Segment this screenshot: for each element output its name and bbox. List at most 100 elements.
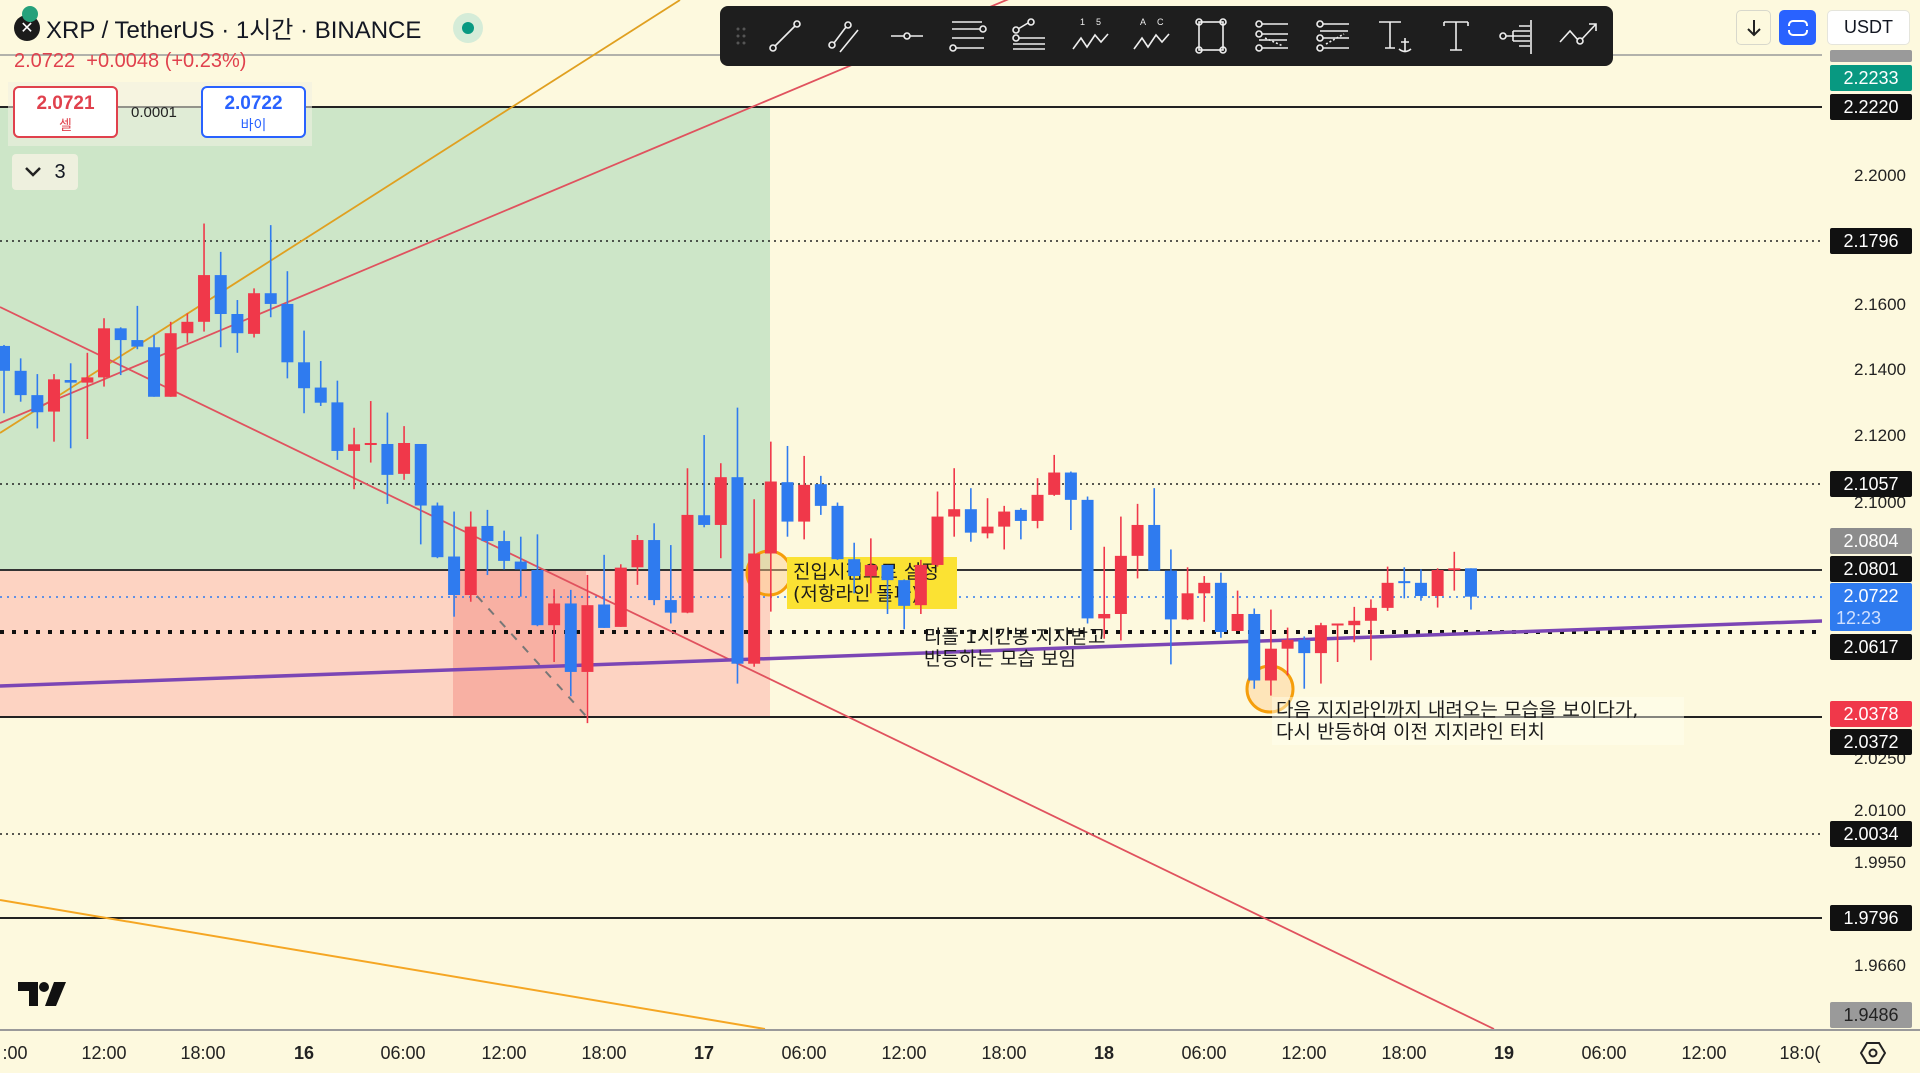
fullscreen-button[interactable] <box>1779 10 1816 45</box>
trendline-orange-down[interactable] <box>0 899 766 1029</box>
candle[interactable] <box>1298 636 1311 689</box>
candle[interactable] <box>1281 627 1294 676</box>
annotation-entry[interactable]: 진입시점으로 설정 (저항라인 돌파) <box>787 557 957 609</box>
candle[interactable] <box>314 360 327 406</box>
candle[interactable] <box>1148 488 1161 571</box>
candle[interactable] <box>1181 567 1194 621</box>
candle[interactable] <box>1414 569 1427 601</box>
drag-handle-icon[interactable] <box>728 11 754 61</box>
currency-selector[interactable]: USDT <box>1827 10 1910 45</box>
candle[interactable] <box>664 545 677 624</box>
candle[interactable] <box>631 535 644 585</box>
long-position-tool[interactable] <box>1486 11 1547 61</box>
anchored-text-tool[interactable] <box>1364 11 1425 61</box>
candle[interactable] <box>581 575 594 724</box>
sell-button[interactable]: 2.0721 셀 <box>13 86 118 138</box>
candle[interactable] <box>281 271 294 379</box>
candle[interactable] <box>331 380 344 460</box>
candle[interactable] <box>164 321 177 397</box>
candle[interactable] <box>1398 567 1411 599</box>
time-axis[interactable]: :00 12:00 18:00 16 06:00 12:00 18:00 17 … <box>0 1029 1920 1073</box>
annotation-support[interactable]: 리플 1시간봉 지지받고 반등하는 모습 보임 <box>924 626 1106 670</box>
loss-zone[interactable] <box>0 570 770 717</box>
annotation-retest[interactable]: 다음 지지라인까지 내려오는 모습을 보이다가, 다시 반등하여 이전 지지라인… <box>1272 697 1684 745</box>
text-tool[interactable] <box>1425 11 1486 61</box>
indicators-toggle-button[interactable]: 3 <box>12 154 78 190</box>
candle[interactable] <box>1064 471 1077 530</box>
candle[interactable] <box>14 358 27 402</box>
candle[interactable] <box>1031 478 1044 529</box>
buy-button[interactable]: 2.0722 바이 <box>201 86 306 138</box>
candle[interactable] <box>481 509 494 576</box>
candle[interactable] <box>514 536 527 597</box>
rectangle-tool[interactable] <box>1181 11 1242 61</box>
trendline-red-down[interactable] <box>0 306 1495 1029</box>
candle[interactable] <box>531 534 544 627</box>
candle[interactable] <box>1081 496 1094 624</box>
candle[interactable] <box>198 223 211 332</box>
candle[interactable] <box>931 491 944 567</box>
candle[interactable] <box>648 523 661 606</box>
candle[interactable] <box>1231 590 1244 631</box>
candle[interactable] <box>1264 609 1277 696</box>
candle[interactable] <box>1364 599 1377 661</box>
candle[interactable] <box>298 330 311 414</box>
candle[interactable] <box>1131 503 1144 579</box>
horizontal-ray-tool[interactable] <box>876 11 937 61</box>
candle[interactable] <box>548 589 561 663</box>
candle[interactable] <box>498 530 511 570</box>
candle[interactable] <box>1331 623 1344 663</box>
candle[interactable] <box>1198 576 1211 622</box>
trend-line-tool[interactable] <box>754 11 815 61</box>
candle[interactable] <box>731 407 744 684</box>
symbol-title[interactable]: XRP / TetherUS · 1시간 · BINANCE <box>46 17 422 44</box>
candle[interactable] <box>81 352 94 440</box>
candle[interactable] <box>1464 568 1477 610</box>
candle[interactable] <box>364 401 377 463</box>
fib-channel-tool[interactable] <box>1242 11 1303 61</box>
scroll-to-latest-button[interactable] <box>1736 10 1771 45</box>
trend-fib-extension-tool[interactable] <box>1303 11 1364 61</box>
candle[interactable] <box>398 426 411 480</box>
candle[interactable] <box>1214 572 1227 638</box>
candle[interactable] <box>1014 508 1027 540</box>
candle[interactable] <box>431 502 444 559</box>
price-axis[interactable]: 2.2000 2.1600 2.1400 2.1200 2.1000 2.025… <box>1822 0 1920 1029</box>
candle[interactable] <box>831 502 844 560</box>
candle[interactable] <box>231 300 244 353</box>
candle[interactable] <box>1164 549 1177 665</box>
candle[interactable] <box>998 505 1011 550</box>
candle[interactable] <box>214 251 227 348</box>
candle[interactable] <box>1098 546 1111 639</box>
candle[interactable] <box>898 579 911 630</box>
pitchfork-tool[interactable] <box>998 11 1059 61</box>
support-line-purple[interactable] <box>0 619 1822 688</box>
candle[interactable] <box>264 225 277 318</box>
candle[interactable] <box>798 455 811 540</box>
symbol-header[interactable]: ✕ XRP / TetherUS · 1시간 · BINANCE <box>14 5 484 45</box>
candle[interactable] <box>1248 608 1261 689</box>
candle[interactable] <box>1431 568 1444 608</box>
candle[interactable] <box>781 445 794 537</box>
candle[interactable] <box>0 344 10 414</box>
candle[interactable] <box>1348 606 1361 643</box>
candle[interactable] <box>98 318 111 387</box>
candle[interactable] <box>698 435 711 528</box>
candle[interactable] <box>948 468 961 537</box>
candle[interactable] <box>848 542 861 594</box>
candle[interactable] <box>448 511 461 617</box>
fib-retracement-tool[interactable] <box>937 11 998 61</box>
candle[interactable] <box>764 441 777 612</box>
candle[interactable] <box>598 554 611 628</box>
candle[interactable] <box>248 288 261 338</box>
candle[interactable] <box>1448 551 1461 591</box>
candle[interactable] <box>1381 566 1394 611</box>
candle[interactable] <box>381 412 394 504</box>
candle[interactable] <box>348 427 361 490</box>
chart-settings-icon[interactable] <box>1860 1041 1886 1065</box>
candle[interactable] <box>964 488 977 542</box>
forecast-tool[interactable] <box>1547 11 1608 61</box>
candle[interactable] <box>131 305 144 350</box>
